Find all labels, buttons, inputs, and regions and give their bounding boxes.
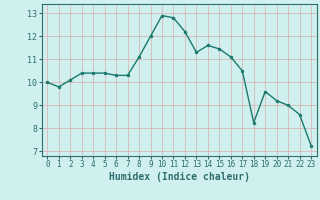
X-axis label: Humidex (Indice chaleur): Humidex (Indice chaleur) [109, 172, 250, 182]
